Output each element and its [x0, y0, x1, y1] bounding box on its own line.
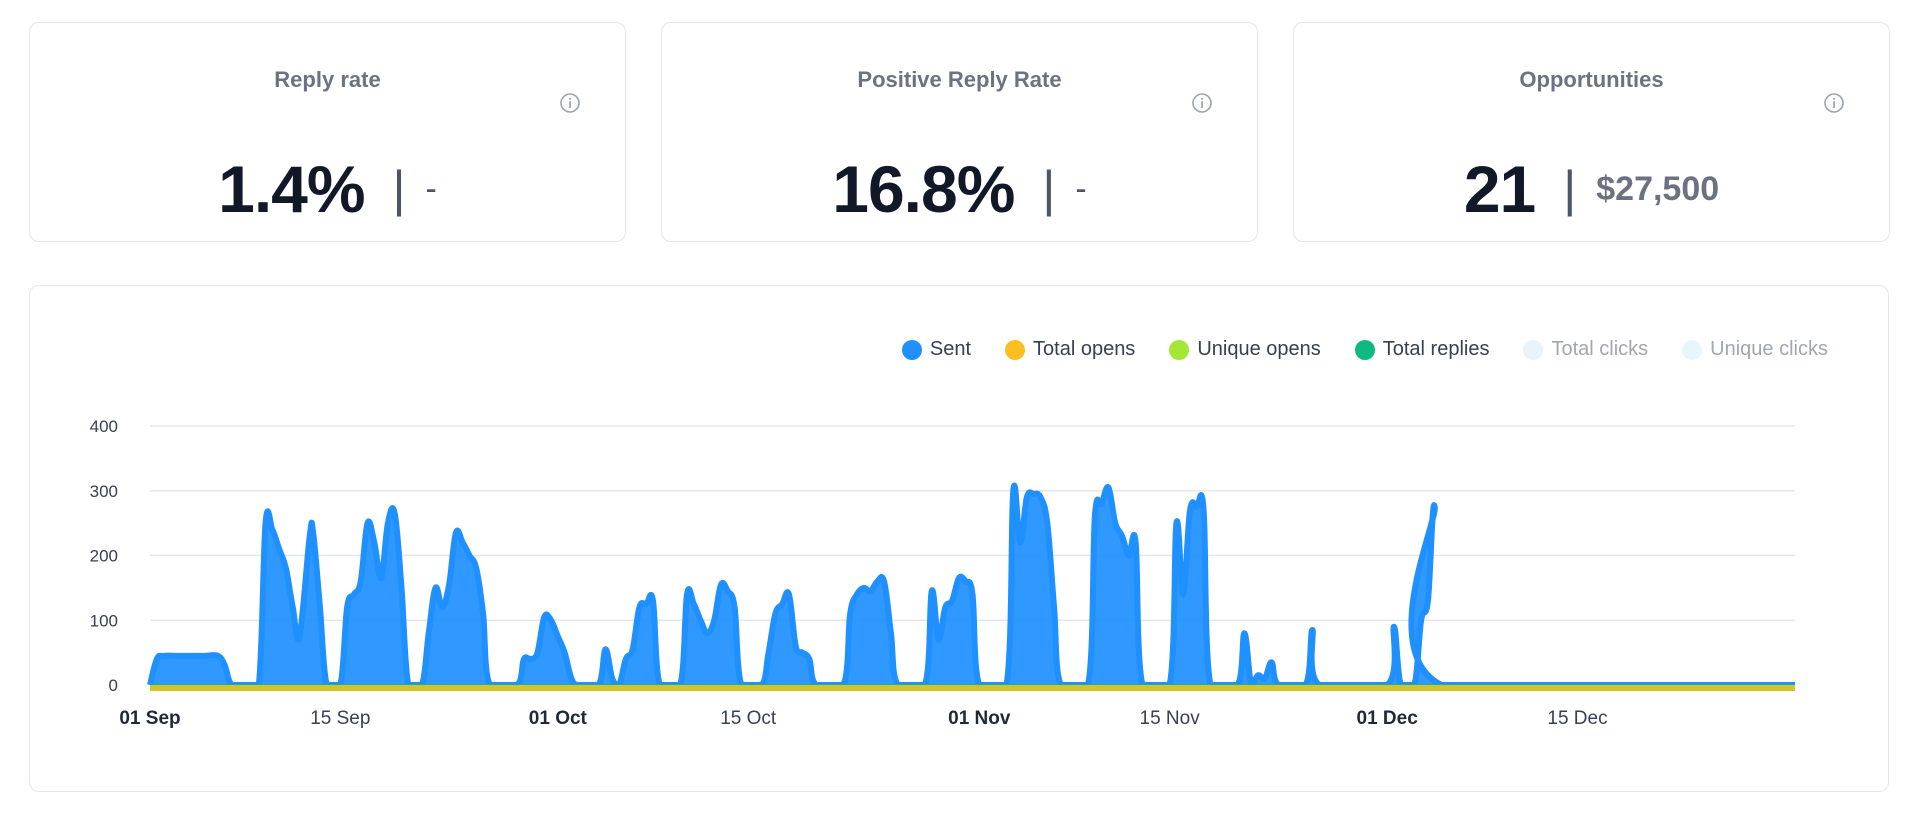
opportunities-separator: | [1563, 161, 1577, 217]
legend-label-total-clicks: Total clicks [1551, 338, 1649, 360]
x-tick-label: 15 Dec [1547, 708, 1607, 729]
legend-item-unique-clicks[interactable]: Unique clicks [1682, 338, 1828, 361]
x-tick-label: 01 Dec [1357, 708, 1419, 729]
legend-dot-total-opens [1005, 339, 1026, 360]
y-tick-label: 400 [90, 417, 118, 436]
legend-dot-total-replies [1354, 339, 1375, 360]
legend-dot-unique-opens [1169, 339, 1190, 360]
campaign-analytics-chart-card: Sent Total opens Unique opens Total replies… [29, 285, 1889, 792]
legend-label-unique-opens: Unique opens [1197, 338, 1321, 360]
legend-label-total-replies: Total replies [1382, 338, 1490, 360]
reply-rate-separator: | [392, 161, 406, 217]
info-circle-icon[interactable] [1191, 92, 1213, 114]
x-tick-label: 15 Oct [720, 708, 777, 729]
opportunities-title: Opportunities [1519, 67, 1664, 92]
opportunities-values: 21 | $27,500 [1294, 151, 1889, 227]
y-tick-label: 300 [90, 482, 118, 501]
x-tick-label: 15 Nov [1140, 708, 1201, 729]
legend-item-total-opens[interactable]: Total opens [1005, 338, 1135, 361]
sent-line [147, 482, 1795, 688]
legend-item-sent[interactable]: Sent [901, 338, 972, 361]
x-tick-label: 01 Sep [119, 708, 180, 729]
positive-reply-rate-card: Positive Reply Rate 16.8% | - [661, 22, 1258, 242]
chart-legend: Sent Total opens Unique opens Total replies… [901, 338, 1828, 361]
reply-rate-sub: - [425, 169, 437, 208]
reply-rate-values: 1.4% | - [30, 151, 625, 227]
info-circle-icon[interactable] [559, 92, 581, 114]
y-tick-label: 100 [90, 611, 118, 630]
reply-rate-card: Reply rate 1.4% | - [29, 22, 626, 242]
positive-reply-rate-sub: - [1075, 169, 1087, 208]
legend-label-unique-clicks: Unique clicks [1710, 338, 1828, 360]
legend-dot-total-clicks [1523, 339, 1544, 360]
legend-item-total-clicks[interactable]: Total clicks [1523, 338, 1648, 361]
info-circle-icon[interactable] [1823, 92, 1845, 114]
legend-dot-sent [901, 339, 922, 360]
reply-rate-title: Reply rate [274, 67, 381, 92]
legend-dot-unique-clicks [1682, 339, 1703, 360]
reply-rate-value: 1.4% [218, 152, 365, 226]
opportunities-value: 21 [1463, 152, 1536, 226]
x-tick-label: 01 Oct [529, 708, 588, 729]
analytics-area-chart: 0 100 200 300 400 01 Sep 15 Sep 01 Oct 15 Oct 01 … [90, 417, 1795, 729]
positive-reply-rate-separator: | [1042, 161, 1056, 217]
legend-item-total-replies[interactable]: Total replies [1354, 338, 1490, 361]
x-tick-label: 15 Sep [310, 708, 370, 729]
y-tick-label: 0 [109, 676, 118, 695]
positive-reply-rate-value: 16.8% [832, 152, 1015, 226]
x-tick-label: 01 Nov [948, 708, 1011, 729]
positive-reply-rate-values: 16.8% | - [662, 151, 1257, 227]
opportunities-card: Opportunities 21 | $27,500 [1293, 22, 1890, 242]
y-tick-label: 200 [90, 547, 118, 566]
legend-label-sent: Sent [929, 338, 972, 360]
legend-label-total-opens: Total opens [1033, 338, 1136, 360]
legend-item-unique-opens[interactable]: Unique opens [1169, 338, 1321, 361]
positive-reply-rate-title: Positive Reply Rate [857, 67, 1062, 92]
opportunities-amount: $27,500 [1596, 169, 1720, 208]
